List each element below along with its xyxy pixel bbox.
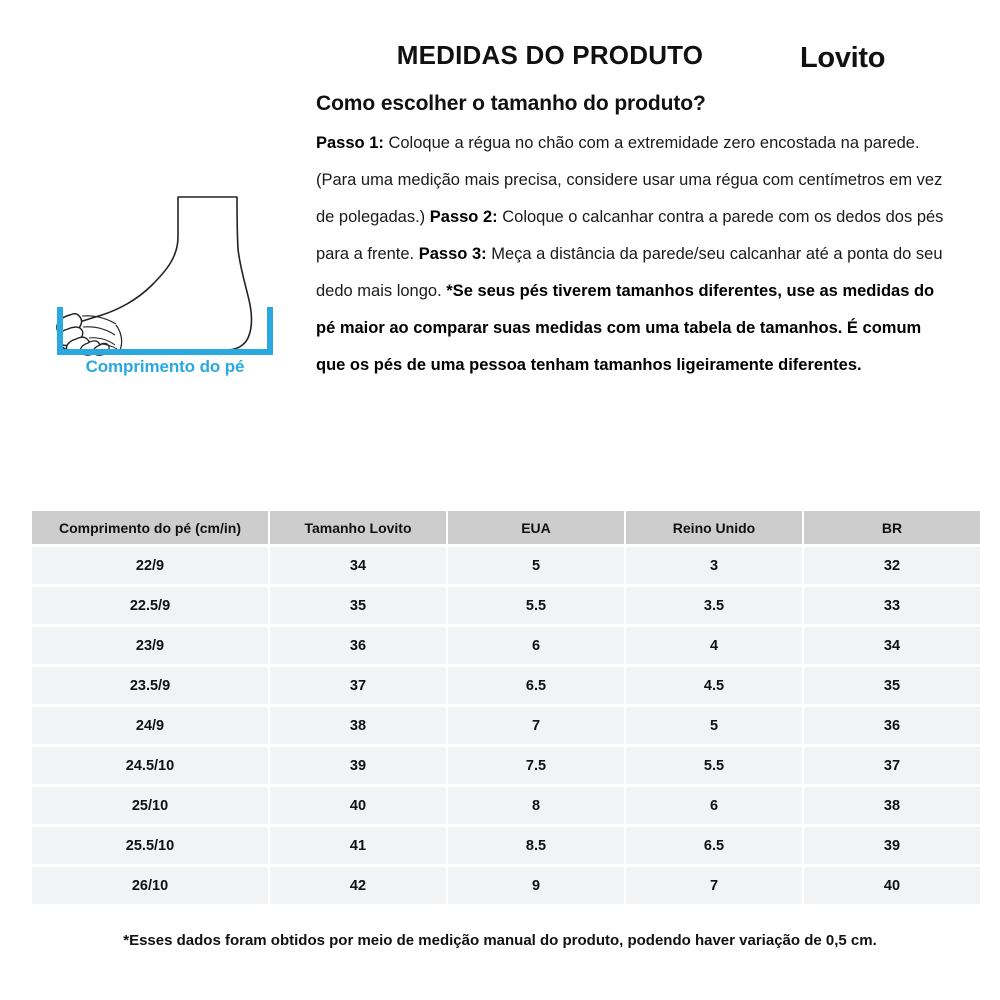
diagram-caption: Comprimento do pé — [85, 357, 245, 376]
table-header-cell: Tamanho Lovito — [270, 511, 446, 544]
table-cell: 9 — [448, 867, 624, 904]
table-cell: 5 — [626, 707, 802, 744]
table-cell: 38 — [804, 787, 980, 824]
table-cell: 8.5 — [448, 827, 624, 864]
brand-logo: Lovito — [800, 42, 886, 74]
table-header-row: Comprimento do pé (cm/in) Tamanho Lovito… — [32, 511, 980, 544]
table-row: 24.5/10 39 7.5 5.5 37 — [32, 747, 980, 784]
table-cell: 7.5 — [448, 747, 624, 784]
bracket-left-tick — [57, 307, 63, 355]
table-cell: 3.5 — [626, 587, 802, 624]
size-table: Comprimento do pé (cm/in) Tamanho Lovito… — [30, 508, 982, 907]
table-cell: 37 — [804, 747, 980, 784]
table-cell: 25.5/10 — [32, 827, 268, 864]
table-cell: 38 — [270, 707, 446, 744]
table-cell: 26/10 — [32, 867, 268, 904]
table-row: 26/10 42 9 7 40 — [32, 867, 980, 904]
table-header-cell: Comprimento do pé (cm/in) — [32, 511, 268, 544]
table-cell: 40 — [270, 787, 446, 824]
table-row: 22/9 34 5 3 32 — [32, 547, 980, 584]
table-cell: 35 — [270, 587, 446, 624]
table-cell: 6 — [448, 627, 624, 664]
toe-crease-1 — [81, 315, 117, 325]
instructions-block: Como escolher o tamanho do produto? Pass… — [316, 92, 950, 384]
foot-measurement-diagram: Comprimento do pé — [30, 175, 300, 385]
step-1-text: Coloque a régua no chão com a extremidad… — [316, 134, 943, 226]
measurement-bracket — [57, 307, 273, 355]
table-cell: 23/9 — [32, 627, 268, 664]
instructions-subtitle: Como escolher o tamanho do produto? — [316, 92, 706, 115]
ball-of-foot-line — [115, 324, 123, 351]
table-cell: 7 — [626, 867, 802, 904]
page-title: MEDIDAS DO PRODUTO — [396, 40, 704, 70]
table-cell: 36 — [804, 707, 980, 744]
table-cell: 37 — [270, 667, 446, 704]
table-cell: 4.5 — [626, 667, 802, 704]
table-cell: 7 — [448, 707, 624, 744]
table-cell: 41 — [270, 827, 446, 864]
step-1-label: Passo 1: — [316, 134, 384, 152]
instructions-note: *Se seus pés tiverem tamanhos diferentes… — [316, 282, 935, 374]
table-row: 25/10 40 8 6 38 — [32, 787, 980, 824]
table-cell: 36 — [270, 627, 446, 664]
instructions-paragraph: Passo 1: Coloque a régua no chão com a e… — [316, 125, 950, 384]
table-cell: 5.5 — [626, 747, 802, 784]
table-cell: 22.5/9 — [32, 587, 268, 624]
table-row: 24/9 38 7 5 36 — [32, 707, 980, 744]
table-cell: 3 — [626, 547, 802, 584]
table-cell: 40 — [804, 867, 980, 904]
table-cell: 4 — [626, 627, 802, 664]
toe-crease-4 — [98, 343, 118, 350]
table-row: 25.5/10 41 8.5 6.5 39 — [32, 827, 980, 864]
step-2-text: Coloque o calcanhar contra a parede com … — [316, 208, 944, 263]
toe-crease-3 — [88, 337, 116, 346]
table-cell: 5 — [448, 547, 624, 584]
table-cell: 24/9 — [32, 707, 268, 744]
table-cell: 22/9 — [32, 547, 268, 584]
table-cell: 35 — [804, 667, 980, 704]
table-cell: 39 — [804, 827, 980, 864]
table-cell: 24.5/10 — [32, 747, 268, 784]
size-table-body: 22/9 34 5 3 32 22.5/9 35 5.5 3.5 33 23/9 36 6 4 34 23.5… — [32, 547, 980, 904]
table-cell: 6.5 — [448, 667, 624, 704]
table-header-cell: BR — [804, 511, 980, 544]
table-header-cell: EUA — [448, 511, 624, 544]
table-cell: 5.5 — [448, 587, 624, 624]
table-cell: 6.5 — [626, 827, 802, 864]
table-cell: 34 — [804, 627, 980, 664]
step-2-label: Passo 2: — [429, 208, 498, 226]
toe-crease-2 — [82, 326, 116, 336]
table-row: 22.5/9 35 5.5 3.5 33 — [32, 587, 980, 624]
table-cell: 39 — [270, 747, 446, 784]
table-cell: 33 — [804, 587, 980, 624]
table-row: 23/9 36 6 4 34 — [32, 627, 980, 664]
table-cell: 23.5/9 — [32, 667, 268, 704]
footnote: *Esses dados foram obtidos por meio de m… — [123, 932, 877, 949]
table-cell: 25/10 — [32, 787, 268, 824]
table-row: 23.5/9 37 6.5 4.5 35 — [32, 667, 980, 704]
table-cell: 32 — [804, 547, 980, 584]
step-3-text: Meça a distância da parede/seu calcanhar… — [316, 245, 943, 300]
table-cell: 8 — [448, 787, 624, 824]
size-table-wrapper: Comprimento do pé (cm/in) Tamanho Lovito… — [30, 508, 980, 907]
bracket-baseline — [57, 349, 273, 355]
size-table-head: Comprimento do pé (cm/in) Tamanho Lovito… — [32, 511, 980, 544]
foot-illustration-svg — [56, 196, 273, 356]
table-cell: 6 — [626, 787, 802, 824]
step-3-label: Passo 3: — [418, 245, 487, 263]
table-cell: 34 — [270, 547, 446, 584]
table-cell: 42 — [270, 867, 446, 904]
bracket-right-tick — [267, 307, 273, 355]
table-header-cell: Reino Unido — [626, 511, 802, 544]
